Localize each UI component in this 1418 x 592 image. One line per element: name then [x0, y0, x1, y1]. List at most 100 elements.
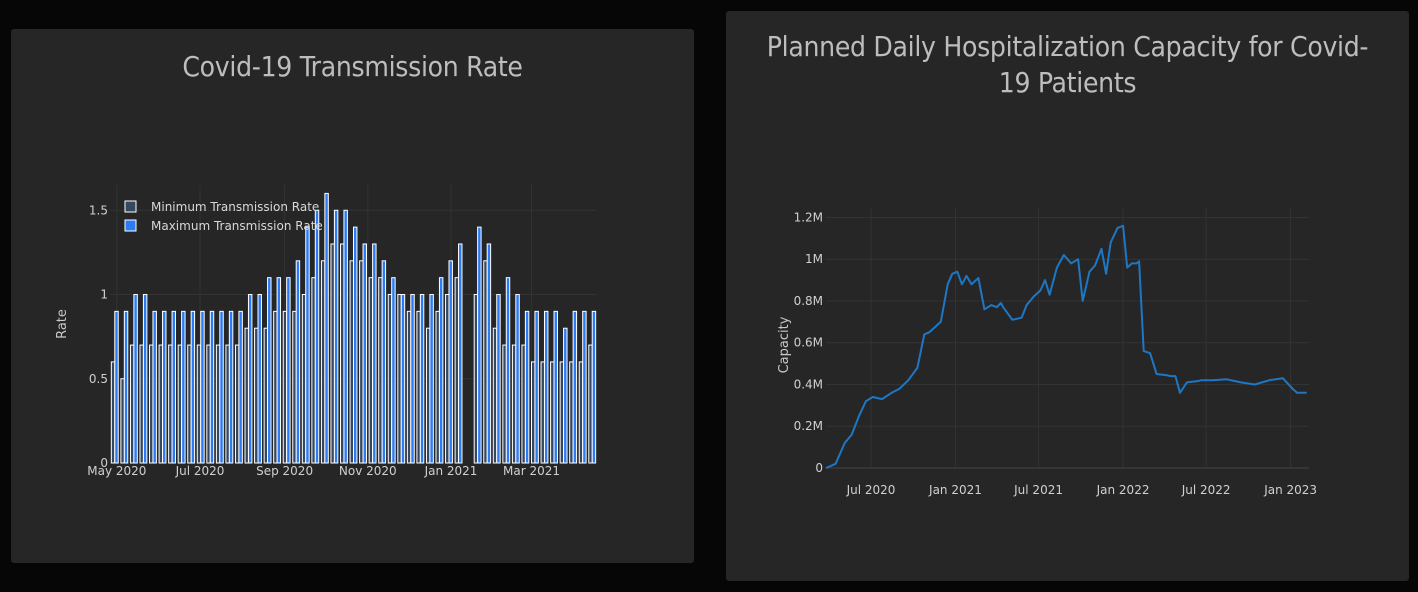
bar-min-rate	[234, 344, 240, 464]
bar-max-rate	[190, 310, 196, 464]
bar-min-rate	[387, 294, 393, 464]
bar-max-rate	[152, 310, 157, 464]
bar-max-rate	[410, 294, 415, 464]
bar-max-rate	[515, 294, 520, 464]
bar-max-rate	[391, 277, 396, 464]
bar-max-rate	[133, 294, 138, 464]
bar-min-rate	[378, 277, 383, 464]
bar-min-rate	[340, 243, 345, 464]
bar-min-rate	[254, 327, 259, 464]
bar-max-rate	[123, 310, 129, 464]
bar-max-rate	[458, 243, 463, 464]
bar-min-rate	[244, 327, 249, 464]
x-tick-label: Jul 2020	[175, 464, 225, 478]
y-tick-label: 0.4M	[794, 377, 823, 391]
bar-min-rate	[569, 361, 574, 464]
y-tick-label: 1.5	[89, 203, 108, 217]
y-axis-title: Capacity	[777, 316, 792, 373]
bar-max-rate	[333, 209, 339, 464]
y-tick-label: 0.6M	[794, 336, 823, 350]
y-tick-label: 1M	[805, 252, 823, 266]
bar-max-rate	[343, 209, 348, 464]
bar-min-rate	[483, 260, 488, 464]
bar-min-rate	[540, 361, 545, 464]
y-tick-label: 0.2M	[794, 419, 823, 433]
bar-max-rate	[553, 310, 558, 464]
bar-max-rate	[219, 310, 224, 464]
bar-max-rate	[353, 226, 358, 464]
x-tick-label: Jul 2021	[1013, 483, 1063, 497]
hospitalization-capacity-chart: 0 0.2M 0.4M 0.6M 0.8M 1M 1.2M Jul 2020 Jan 2021 J…	[777, 207, 1317, 497]
bar-max-rate	[162, 310, 167, 464]
bar-min-rate	[149, 344, 154, 464]
bar-max-rate	[142, 294, 148, 464]
bar-min-rate	[559, 361, 565, 464]
x-tick-label: Jan 2023	[1263, 483, 1317, 497]
bar-min-rate	[282, 310, 288, 464]
legend-swatch-min	[124, 200, 137, 213]
bar-max-rate	[228, 310, 234, 464]
bar-min-rate	[435, 310, 440, 464]
bar-max-rate	[591, 310, 597, 464]
bar-max-rate	[524, 310, 530, 464]
bar-max-rate	[477, 226, 482, 464]
bar-max-rate	[486, 243, 492, 464]
y-tick-label: 1.2M	[794, 210, 823, 224]
x-tick-label: Nov 2020	[339, 464, 397, 478]
bar-max-rate	[419, 294, 425, 464]
y-tick-label: 1	[100, 288, 108, 302]
bar-min-rate	[206, 344, 211, 464]
x-tick-label: Jul 2020	[846, 483, 896, 497]
bar-min-rate	[521, 344, 526, 464]
bar-max-rate	[372, 243, 377, 464]
bar-max-rate	[238, 310, 243, 464]
bar-min-rate	[292, 310, 297, 464]
bar-min-rate	[129, 344, 135, 464]
bar-min-rate	[511, 344, 517, 464]
hospitalization-capacity-panel: Planned Daily Hospitalization Capacity f…	[726, 11, 1409, 581]
bar-min-rate	[311, 277, 316, 464]
bar-min-rate	[473, 294, 479, 464]
bar-max-rate	[200, 310, 205, 464]
bar-min-rate	[187, 344, 192, 464]
y-tick-label: 0	[100, 456, 108, 470]
bar-min-rate	[416, 310, 421, 464]
bar-max-rate	[324, 192, 329, 464]
bar-min-rate	[578, 361, 584, 464]
bar-min-rate	[225, 344, 230, 464]
bar-max-rate	[181, 310, 186, 464]
bar-max-rate	[295, 260, 301, 464]
bar-max-rate	[114, 310, 119, 464]
bar-min-rate	[110, 361, 116, 464]
bar-min-rate	[215, 344, 221, 464]
bar-max-rate	[534, 310, 539, 464]
bar-max-rate	[314, 209, 320, 464]
bar-min-rate	[530, 361, 536, 464]
bar-max-rate	[276, 277, 282, 464]
x-tick-label: May 2020	[87, 464, 146, 478]
bar-max-rate	[496, 294, 501, 464]
bar-max-rate	[247, 294, 253, 464]
bar-min-rate	[425, 327, 431, 464]
x-tick-label: Jul 2022	[1181, 483, 1231, 497]
bar-min-rate	[349, 260, 354, 464]
bar-max-rate	[362, 243, 367, 464]
bar-max-rate	[267, 277, 272, 464]
legend-swatch-max	[124, 219, 137, 232]
bar-max-rate	[572, 310, 578, 464]
bar-max-rate	[582, 310, 587, 464]
bar-min-rate	[196, 344, 202, 464]
legend-label-min: Minimum Transmission Rate	[151, 200, 319, 214]
legend-label-max: Maximum Transmission Rate	[151, 219, 323, 233]
bar-min-rate	[120, 378, 125, 464]
bar-max-rate	[543, 310, 549, 464]
y-tick-label: 0.8M	[794, 294, 823, 308]
y-tick-label: 0	[815, 461, 823, 475]
bar-min-rate	[368, 277, 374, 464]
bar-max-rate	[563, 327, 568, 464]
bar-min-rate	[263, 327, 269, 464]
bar-max-rate	[305, 226, 310, 464]
x-tick-label: Jan 2021	[928, 483, 982, 497]
hospitalization-capacity-chart-title: Planned Daily Hospitalization Capacity f…	[766, 30, 1369, 99]
bar-min-rate	[359, 260, 364, 464]
